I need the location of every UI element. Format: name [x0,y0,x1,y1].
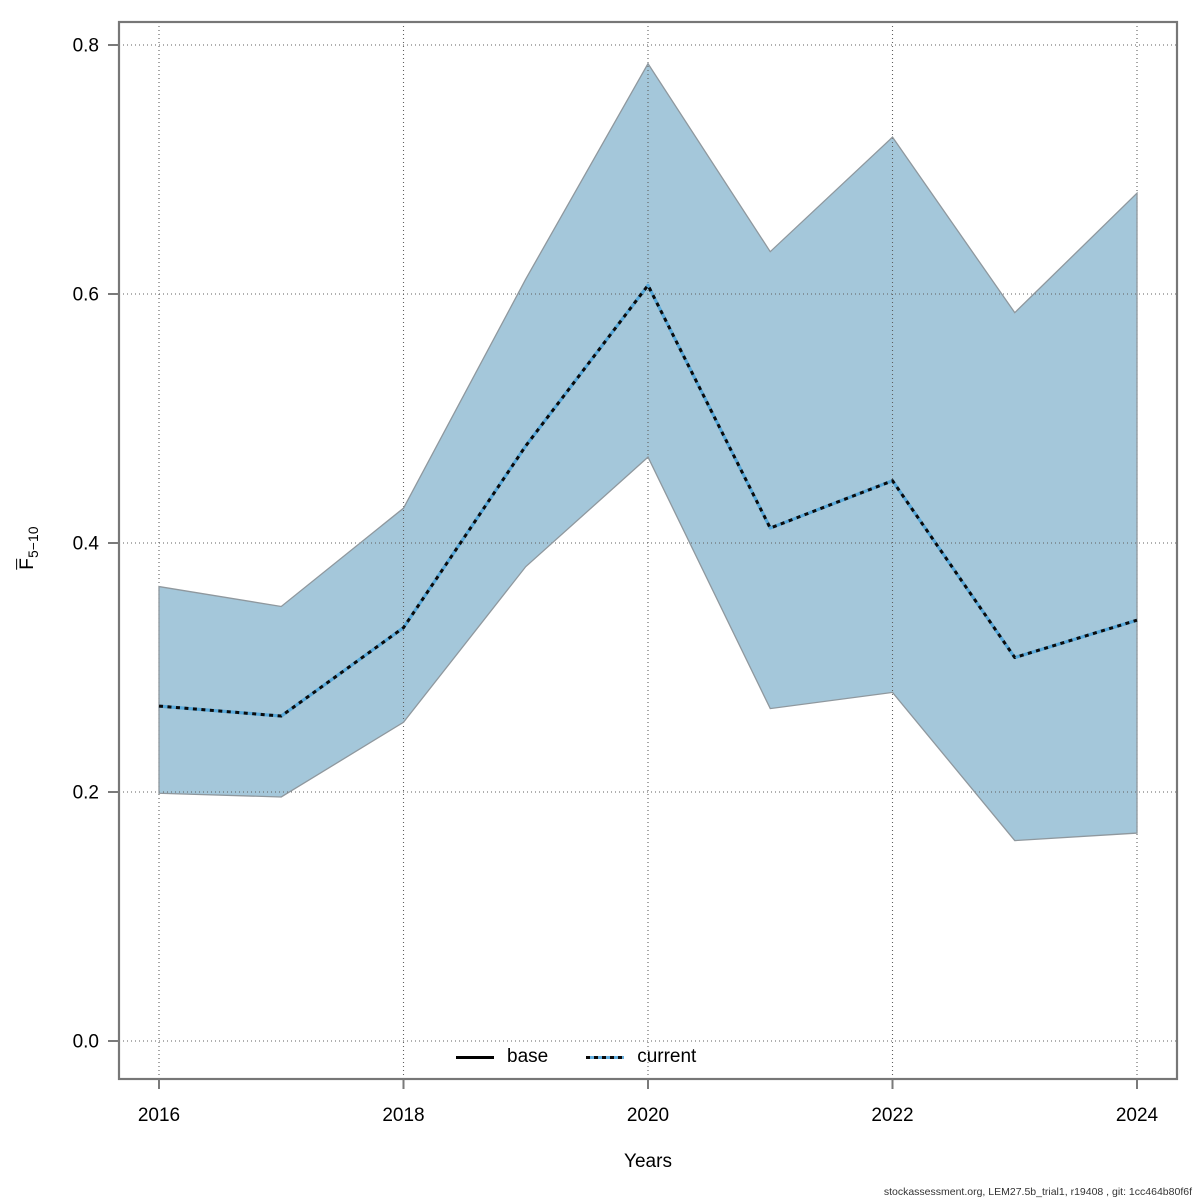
y-tick-label: 0.2 [73,783,99,804]
y-axis-label: F5−10 [17,526,41,569]
current-line [158,283,1138,718]
y-tick-label: 0.4 [73,534,100,555]
y-tick-label: 0.0 [73,1032,99,1053]
legend: base current [456,1046,696,1068]
y-tick-label: 0.8 [73,36,99,57]
x-tick-label: 2016 [138,1105,180,1126]
x-axis-label: Years [624,1151,672,1172]
legend-item-base: base [456,1046,548,1068]
x-tick-label: 2020 [627,1105,669,1126]
legend-item-current: current [586,1046,696,1068]
y-axis-label-main: F [17,557,39,570]
x-tick-label: 2024 [1116,1105,1159,1126]
current-line-swatch [586,1055,625,1059]
base-line-swatch [456,1055,494,1059]
y-tick-label: 0.6 [73,285,99,306]
legend-label-current: current [637,1046,697,1067]
x-tick-label: 2022 [871,1105,913,1126]
footer-run-info: stockassessment.org, LEM27.5b_trial1, r1… [883,1186,1192,1198]
x-tick-label: 2018 [382,1105,424,1126]
confidence-band-outline [158,62,1138,842]
legend-label-base: base [507,1046,549,1067]
confidence-band [159,63,1137,841]
y-axis-label-subscript: 5−10 [25,526,41,558]
